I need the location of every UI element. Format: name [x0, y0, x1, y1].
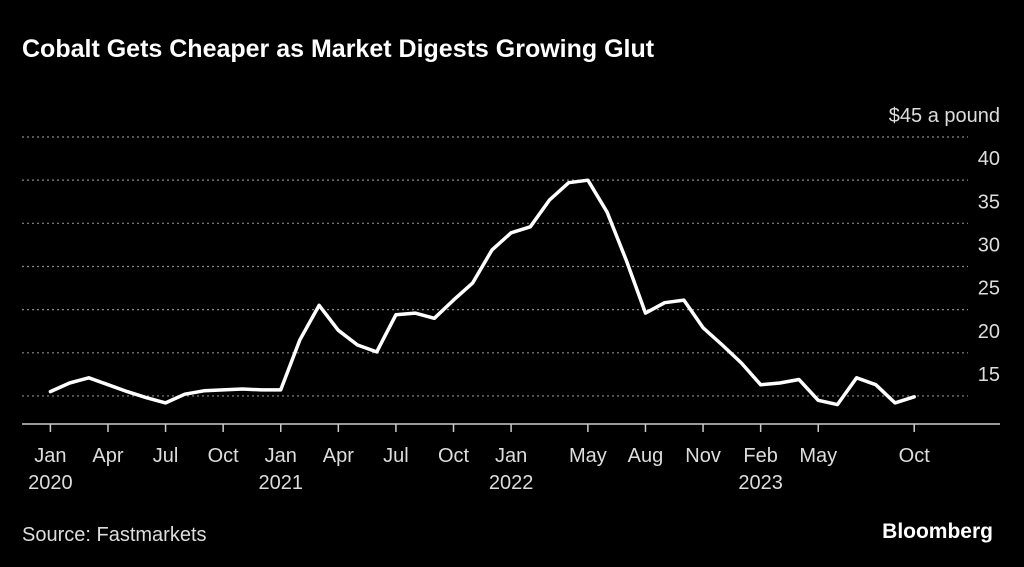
x-tick-label: Jul [383, 445, 409, 467]
x-tick-label: Jan [495, 445, 527, 467]
x-tick-label: Apr [323, 445, 354, 467]
x-tick-label: Apr [92, 445, 123, 467]
x-tick-year: 2021 [258, 472, 303, 494]
x-tick-label: Nov [685, 445, 721, 467]
y-tick-label: 40 [978, 148, 1000, 170]
y-tick-label: 30 [978, 234, 1000, 256]
x-tick-label: Oct [208, 445, 240, 467]
y-tick-label: 15 [978, 364, 1000, 386]
x-tick-label: Jul [153, 445, 179, 467]
x-tick-year: 2020 [28, 472, 73, 494]
y-tick-label: 25 [978, 278, 1000, 300]
x-tick-label: May [569, 445, 607, 467]
x-tick-label: Feb [743, 445, 777, 467]
x-tick-year: 2023 [738, 472, 783, 494]
x-tick-year: 2022 [489, 472, 534, 494]
y-tick-label: 35 [978, 191, 1000, 213]
source: Source: Fastmarkets [22, 524, 207, 546]
y-tick-label: $45 a pound [889, 105, 1000, 127]
price-line [48, 178, 916, 407]
chart-title: Cobalt Gets Cheaper as Market Digests Gr… [22, 35, 655, 63]
x-tick-label: Oct [899, 445, 931, 467]
brand: Bloomberg [882, 520, 993, 543]
x-tick-label: Jan [265, 445, 297, 467]
x-tick-label: Oct [438, 445, 470, 467]
x-tick-label: May [799, 445, 837, 467]
x-tick-label: Aug [628, 445, 664, 467]
x-tick-label: Jan [34, 445, 66, 467]
y-tick-label: 20 [978, 321, 1000, 343]
